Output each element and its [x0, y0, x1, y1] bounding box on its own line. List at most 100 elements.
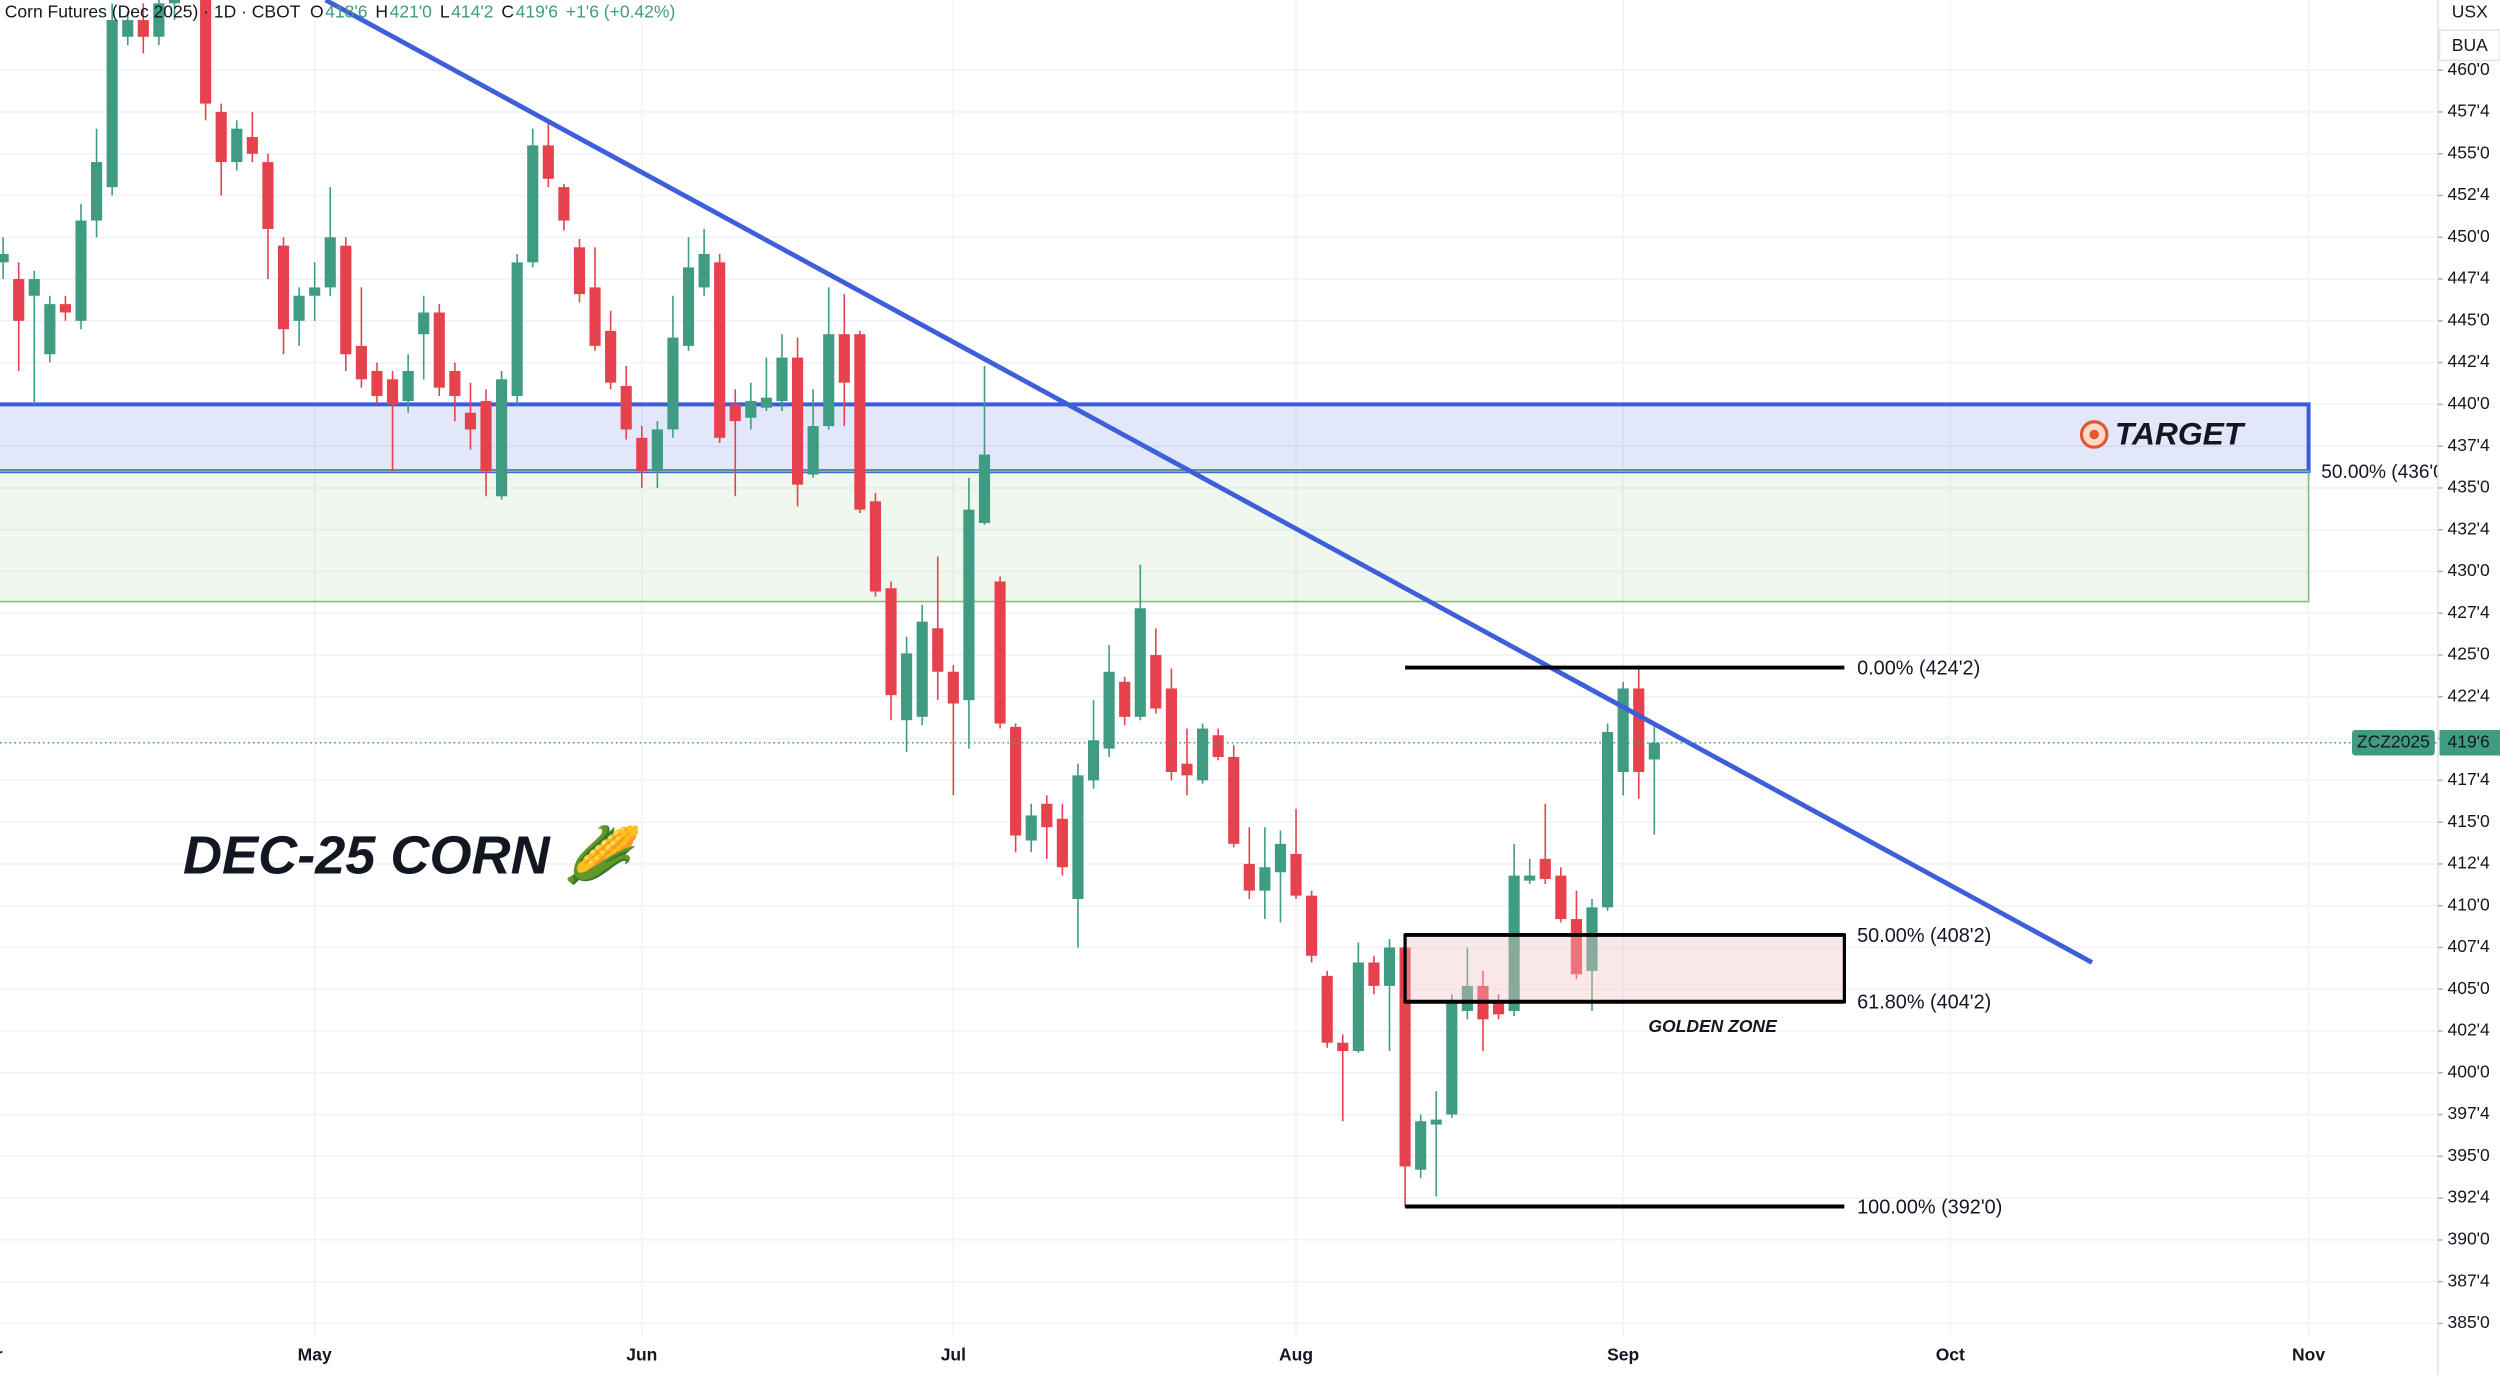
candle-body — [324, 237, 336, 288]
candle-body — [1602, 731, 1614, 908]
fib-label: 100.00% (392'0) — [1857, 1196, 2002, 1218]
candle-body — [1259, 867, 1271, 891]
candle-body — [542, 145, 554, 179]
candle-body — [963, 509, 975, 701]
candle-body — [200, 0, 212, 104]
candle-body — [869, 501, 882, 592]
candle-body — [1648, 742, 1660, 760]
y-tick-label: 455'0 — [2447, 142, 2490, 162]
candle-body — [1430, 1119, 1442, 1125]
candle-body — [75, 220, 87, 321]
legend-value: 421'0 — [390, 1, 433, 21]
y-tick-label: 427'4 — [2447, 602, 2490, 622]
candle-body — [807, 426, 819, 475]
candle-body — [1633, 688, 1645, 773]
y-tick-label: 422'4 — [2447, 685, 2490, 705]
zone-level-label: 50.00% (436'0) — [2321, 462, 2450, 483]
candle-body — [1228, 756, 1240, 844]
candle-body — [791, 357, 804, 485]
symbol-label: ZCZ2025 — [2357, 731, 2430, 751]
candle-body — [511, 262, 523, 397]
price-tag-label: 419'6 — [2447, 731, 2489, 751]
candle-body — [402, 370, 414, 402]
y-tick-label: 450'0 — [2447, 226, 2490, 246]
y-tick-label: 392'4 — [2447, 1187, 2490, 1207]
golden-zone-label: GOLDEN ZONE — [1648, 1016, 1778, 1036]
zone — [0, 470, 2310, 603]
candle-body — [667, 337, 679, 430]
x-tick-label: Apr — [0, 1345, 3, 1365]
candle-body — [153, 3, 165, 37]
y-tick-label: 402'4 — [2447, 1020, 2490, 1040]
candle-body — [620, 386, 632, 430]
y-tick-label: 432'4 — [2447, 518, 2490, 538]
trendline — [324, 0, 2094, 965]
x-tick-label: Jun — [626, 1345, 657, 1365]
candle-body — [59, 304, 71, 313]
candle-body — [1134, 608, 1146, 717]
candle-body — [1072, 775, 1084, 900]
candle-body — [1150, 655, 1162, 709]
candle-body — [277, 245, 290, 330]
candle-body — [558, 187, 570, 221]
candle-body — [1212, 735, 1224, 757]
candle-body — [1337, 1042, 1349, 1052]
legend-change: +1'6 (+0.42%) — [566, 1, 675, 21]
candle-body — [1010, 726, 1022, 836]
candle-body — [1274, 843, 1287, 873]
legend-key: H — [375, 1, 388, 21]
y-tick-label: 430'0 — [2447, 560, 2490, 580]
candle-body — [1524, 875, 1536, 881]
currency: USX — [2452, 1, 2488, 21]
candle-body — [589, 287, 601, 346]
annotation: DEC-25 CORN 🌽 — [183, 823, 642, 886]
candle-body — [1025, 815, 1037, 841]
x-tick-label: May — [298, 1345, 332, 1365]
candle-body — [1181, 763, 1193, 776]
candle-body — [1165, 688, 1177, 773]
candle-body — [901, 653, 913, 721]
golden-zone — [1403, 933, 1846, 1004]
x-tick-label: Aug — [1279, 1345, 1313, 1365]
candle-body — [386, 379, 399, 405]
candle-body — [1368, 962, 1380, 986]
y-tick-label: 387'4 — [2447, 1270, 2490, 1290]
candle-body — [1555, 875, 1567, 920]
candle-body — [0, 253, 9, 263]
candle-body — [823, 334, 835, 427]
candle-body — [994, 581, 1006, 724]
time-axis-panel — [0, 1336, 2438, 1375]
candle-body — [1056, 818, 1068, 868]
y-tick-label: 437'4 — [2447, 435, 2490, 455]
candle-body — [527, 145, 539, 263]
candle-body — [1087, 740, 1100, 781]
candle-body — [215, 111, 227, 163]
legend-key: O — [310, 1, 324, 21]
x-tick-label: Oct — [1936, 1345, 1965, 1365]
y-tick-label: 435'0 — [2447, 477, 2490, 497]
candle-body — [776, 357, 788, 402]
candle-body — [854, 334, 866, 510]
y-tick-label: 415'0 — [2447, 811, 2490, 831]
y-tick-label: 452'4 — [2447, 184, 2490, 204]
candle-body — [1570, 919, 1583, 975]
y-tick-label: 440'0 — [2447, 393, 2490, 413]
unit: BUA — [2452, 35, 2488, 55]
y-tick-label: 405'0 — [2447, 978, 2490, 998]
legend-key: C — [501, 1, 514, 21]
candle-body — [1197, 728, 1209, 781]
candle-body — [262, 162, 274, 229]
candle-body — [682, 267, 695, 346]
y-tick-label: 407'4 — [2447, 936, 2490, 956]
candle-body — [698, 253, 710, 288]
y-tick-label: 385'0 — [2447, 1312, 2490, 1332]
candle-body — [1352, 962, 1364, 1052]
plot-area: 50.00% (436'0) — [0, 0, 2450, 1209]
y-tick-label: 425'0 — [2447, 644, 2490, 664]
candle-body — [293, 295, 305, 321]
candle-body — [13, 279, 25, 321]
x-tick-label: Nov — [2292, 1345, 2325, 1365]
axis-panel — [2437, 0, 2500, 1375]
